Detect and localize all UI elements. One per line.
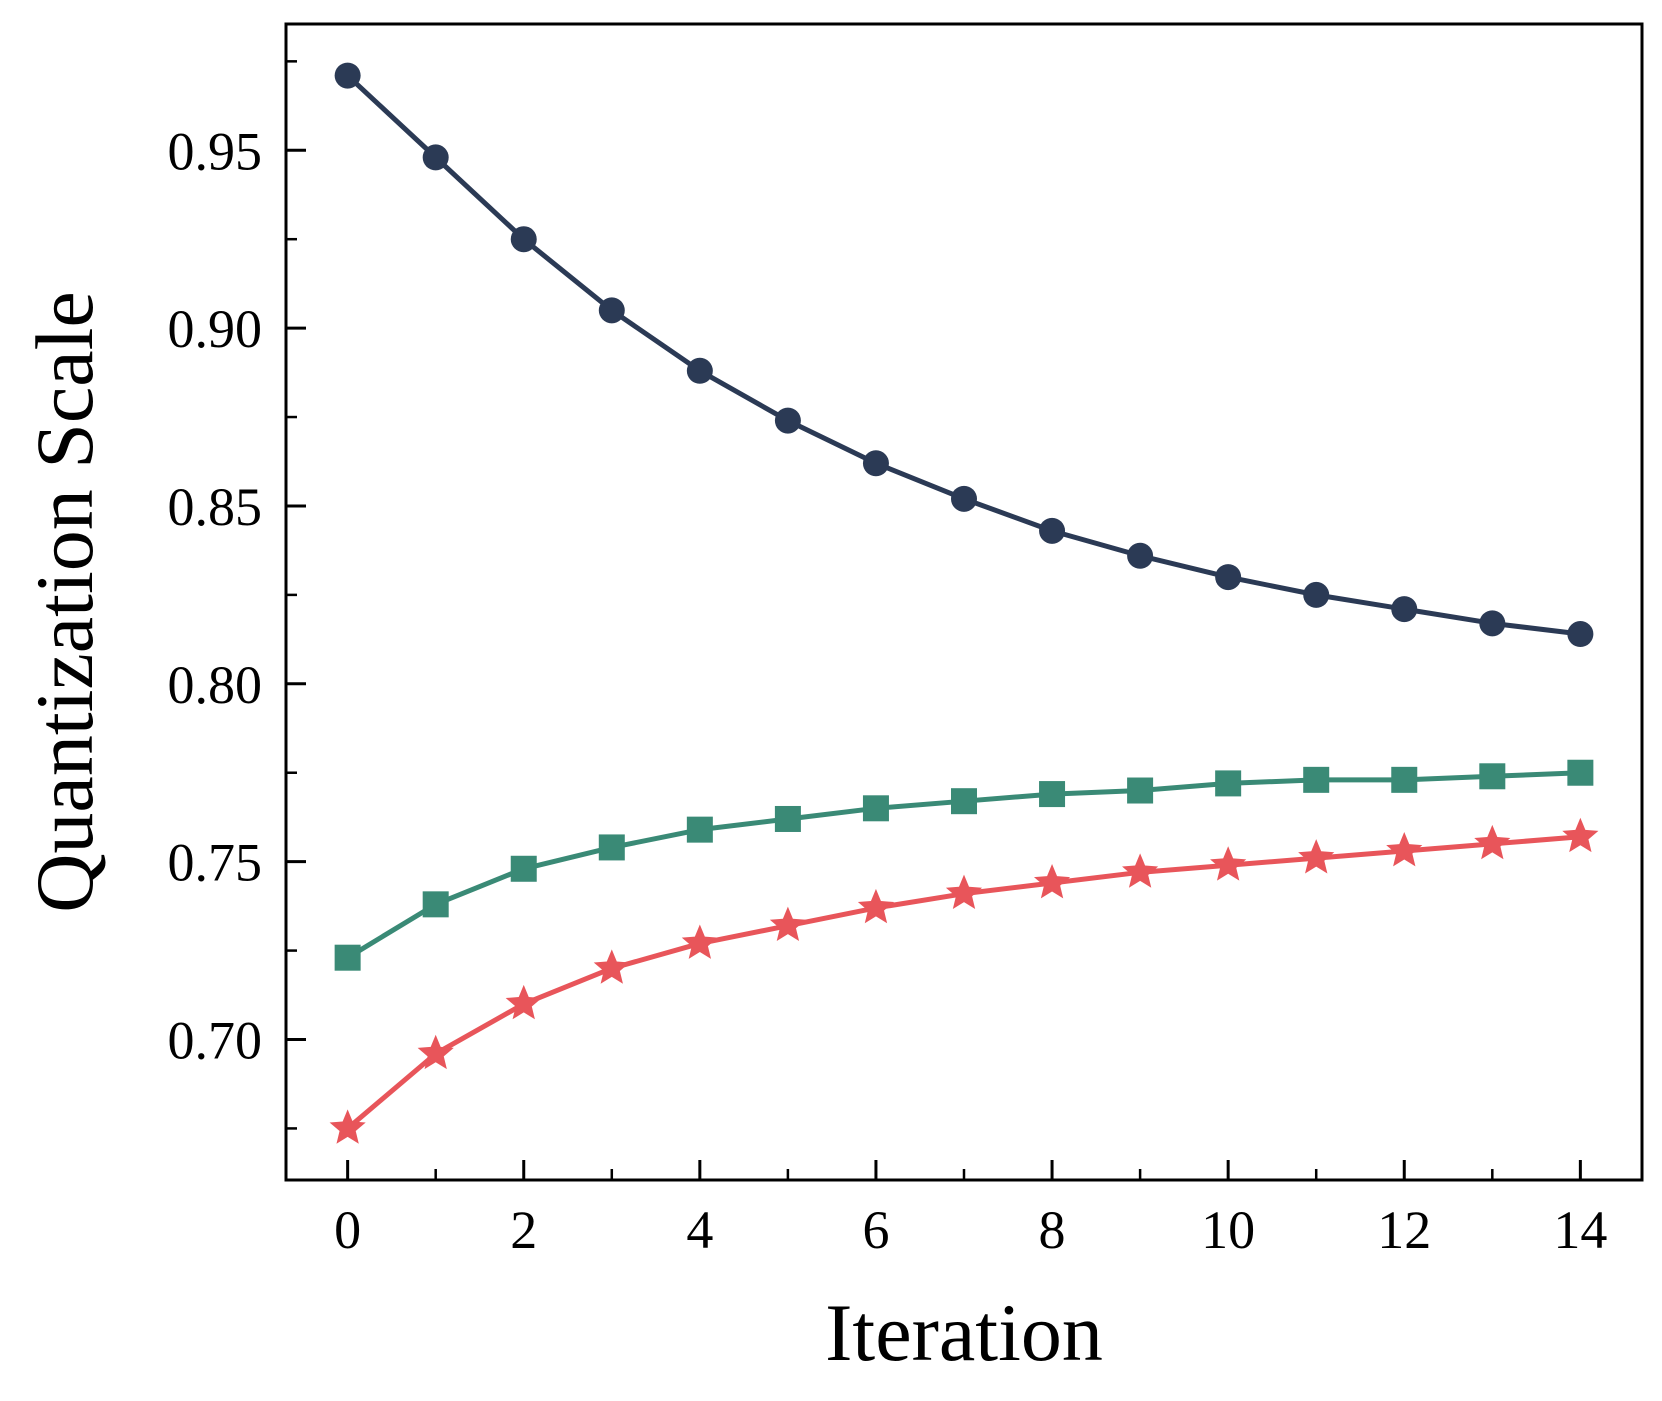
- data-point: [1127, 542, 1154, 569]
- data-point: [334, 62, 361, 89]
- plot-frame: [284, 22, 1644, 1182]
- series-layer: [329, 62, 1599, 1144]
- data-point: [1122, 853, 1159, 888]
- series-square: [334, 759, 1594, 971]
- data-point: [951, 788, 977, 815]
- data-point: [329, 1109, 366, 1144]
- x-tick-label: 6: [862, 1200, 889, 1260]
- series-circle: [334, 62, 1594, 648]
- data-point: [857, 888, 895, 924]
- data-point: [769, 906, 806, 942]
- data-point: [1391, 766, 1418, 793]
- data-point: [862, 450, 889, 477]
- data-point: [334, 944, 361, 971]
- data-point: [598, 297, 625, 324]
- data-point: [505, 984, 542, 1020]
- data-point: [1215, 770, 1242, 797]
- data-point: [1039, 517, 1066, 544]
- x-tick-label: 12: [1377, 1200, 1431, 1260]
- data-point: [598, 834, 625, 861]
- data-point: [1303, 581, 1330, 608]
- data-point: [686, 357, 713, 384]
- series-line: [345, 73, 1581, 637]
- data-point: [774, 805, 801, 832]
- x-tick-label: 4: [686, 1200, 713, 1260]
- x-tick-label: 14: [1553, 1200, 1607, 1260]
- x-tick-label: 0: [334, 1200, 361, 1260]
- y-tick-label: 0.95: [168, 121, 263, 181]
- data-point: [1215, 564, 1242, 591]
- data-point: [1039, 781, 1066, 808]
- series-star: [329, 817, 1599, 1144]
- y-tick-label: 0.80: [168, 655, 263, 715]
- x-axis-title: Iteration: [825, 1287, 1103, 1378]
- tick-layer: 0 2 4 6 8 10 12 14 0.70 0.75 0.80 0.85 0.90 0.95: [168, 60, 1607, 1260]
- data-point: [1567, 759, 1594, 786]
- data-point: [1562, 817, 1599, 853]
- x-tick-label: 8: [1039, 1200, 1066, 1260]
- x-tick-label: 10: [1201, 1200, 1255, 1260]
- data-point: [1474, 824, 1511, 860]
- data-point: [417, 1034, 454, 1070]
- y-tick-label: 0.90: [168, 299, 263, 359]
- data-point: [1479, 763, 1506, 790]
- data-point: [774, 407, 801, 434]
- data-point: [951, 485, 977, 512]
- data-point: [1127, 777, 1154, 804]
- data-point: [593, 949, 630, 984]
- x-tick-label: 2: [510, 1200, 537, 1260]
- data-point: [1033, 864, 1071, 899]
- data-point: [1386, 831, 1423, 867]
- data-point: [945, 874, 983, 910]
- data-point: [1303, 766, 1330, 793]
- data-point: [1479, 610, 1506, 637]
- data-point: [510, 855, 537, 882]
- y-tick-label: 0.85: [168, 477, 263, 537]
- data-point: [686, 816, 713, 843]
- data-point: [1210, 846, 1247, 881]
- data-point: [422, 144, 449, 171]
- data-point: [862, 795, 889, 822]
- data-point: [1298, 839, 1335, 874]
- y-axis-title: Quantization Scale: [19, 291, 110, 913]
- data-point: [422, 891, 449, 918]
- data-point: [510, 226, 537, 253]
- y-tick-label: 0.75: [168, 833, 263, 893]
- data-point: [681, 924, 718, 959]
- y-tick-label: 0.70: [168, 1011, 263, 1071]
- data-point: [1567, 621, 1594, 648]
- data-point: [1391, 596, 1418, 623]
